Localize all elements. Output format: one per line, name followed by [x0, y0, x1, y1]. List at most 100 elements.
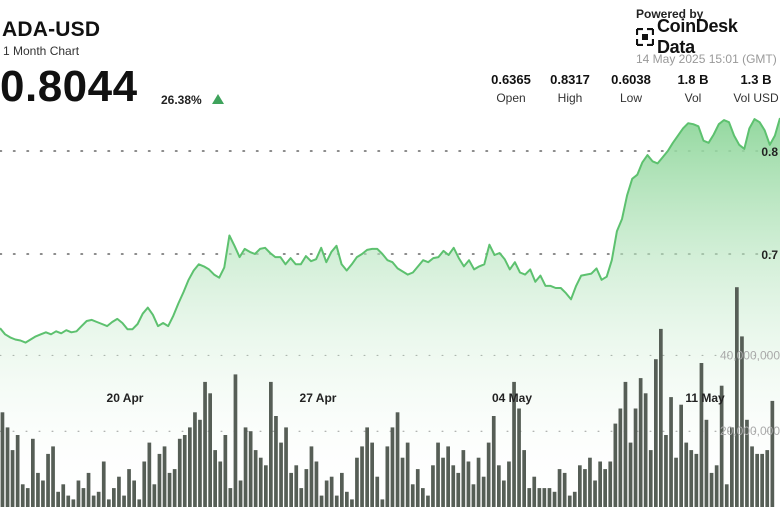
volume-bar	[117, 476, 121, 507]
volume-bar	[532, 476, 537, 507]
coindesk-bracket-logo-icon	[636, 28, 654, 46]
volume-bar	[491, 416, 496, 507]
volume-bar	[0, 412, 5, 507]
volume-bar	[46, 453, 50, 507]
current-price: 0.8044	[0, 62, 138, 111]
volume-bar	[486, 442, 491, 507]
brand-logo: CoinDesk Data	[636, 16, 780, 57]
stat-value: 0.6365	[491, 72, 531, 87]
volume-bar	[699, 363, 704, 507]
volume-bar	[314, 461, 319, 507]
x-tick-label: 04 May	[492, 391, 532, 405]
volume-bar	[724, 484, 729, 507]
stat-vol-usd: 1.3 B Vol USD	[726, 72, 780, 105]
volume-bar	[284, 427, 288, 507]
volume-bar	[466, 461, 471, 507]
volume-bar	[25, 488, 30, 507]
volume-bar	[193, 412, 197, 507]
volume-bar	[51, 446, 55, 507]
stat-label: High	[557, 91, 583, 105]
volume-bar	[390, 427, 395, 507]
price-tick-label: 0.7	[761, 248, 778, 262]
volume-bar	[107, 499, 111, 507]
volume-bar	[441, 457, 445, 507]
volume-bar	[243, 427, 248, 507]
volume-bar	[537, 488, 542, 507]
volume-bar	[5, 427, 10, 507]
volume-bar	[684, 442, 689, 507]
volume-bar	[512, 381, 516, 507]
volume-bar	[228, 488, 233, 507]
volume-bar	[147, 442, 152, 507]
volume-bar	[750, 446, 754, 507]
volume-bar	[101, 461, 106, 507]
volume-bar	[15, 435, 20, 507]
volume-bar	[41, 480, 45, 507]
volume-bar	[735, 287, 739, 507]
volume-bar	[648, 450, 653, 507]
volume-bar	[476, 457, 481, 507]
x-tick-label: 11 May	[685, 391, 725, 405]
volume-bar	[10, 450, 15, 507]
volume-bar	[583, 469, 587, 507]
volume-bar	[319, 495, 324, 507]
volume-bar	[517, 408, 521, 507]
volume-bar	[527, 488, 532, 507]
volume-bar	[66, 495, 71, 507]
volume-bar	[643, 393, 648, 507]
stat-label: Low	[619, 91, 642, 105]
volume-bar	[588, 457, 592, 507]
volume-bar	[329, 476, 334, 507]
volume-bar	[547, 488, 552, 507]
volume-bar	[755, 453, 759, 507]
volume-bar	[709, 472, 714, 507]
volume-bar	[370, 442, 374, 507]
volume-bar	[350, 499, 354, 507]
volume-bar	[674, 457, 678, 507]
volume-bar	[613, 423, 618, 507]
triangle-up-icon	[212, 94, 224, 104]
volume-bar	[203, 381, 207, 507]
price-tick-label: 0.8	[761, 145, 778, 159]
volume-bar	[481, 476, 486, 507]
volume-bar	[446, 446, 450, 507]
volume-tick-label: 40,000,000	[720, 348, 780, 362]
volume-bar	[380, 499, 385, 507]
volume-bar	[694, 453, 699, 507]
volume-bar	[375, 476, 380, 507]
volume-bar	[299, 488, 304, 507]
volume-bar	[289, 472, 293, 507]
volume-bar	[415, 469, 420, 507]
volume-bar	[765, 450, 770, 507]
chart-period-subtitle: 1 Month Chart	[3, 44, 80, 58]
volume-bar	[218, 461, 223, 507]
volume-bar	[522, 450, 526, 507]
volume-bar	[198, 419, 202, 507]
volume-bar	[20, 484, 25, 507]
volume-bar	[71, 499, 76, 507]
volume-bar	[740, 336, 744, 507]
volume-bar	[253, 450, 258, 507]
volume-bar	[132, 480, 136, 507]
volume-bar	[542, 488, 547, 507]
volume-bar	[502, 480, 506, 507]
volume-bar	[345, 491, 349, 507]
volume-bar	[745, 419, 749, 507]
price-change-percent: 26.38%	[161, 93, 202, 107]
stat-label: Vol	[684, 91, 702, 105]
volume-bar	[91, 495, 96, 507]
volume-bar	[421, 488, 425, 507]
volume-bar	[471, 484, 476, 507]
volume-bar	[127, 469, 131, 507]
volume-bar	[31, 438, 35, 507]
volume-bar	[324, 480, 329, 507]
volume-bar	[152, 484, 157, 507]
volume-bar	[81, 488, 86, 507]
volume-bar	[497, 465, 501, 507]
volume-bar	[238, 480, 243, 507]
volume-bar	[142, 461, 147, 507]
volume-bar	[628, 442, 633, 507]
volume-bar	[436, 442, 440, 507]
stat-value: 0.6038	[611, 72, 651, 87]
volume-bar	[76, 480, 81, 507]
